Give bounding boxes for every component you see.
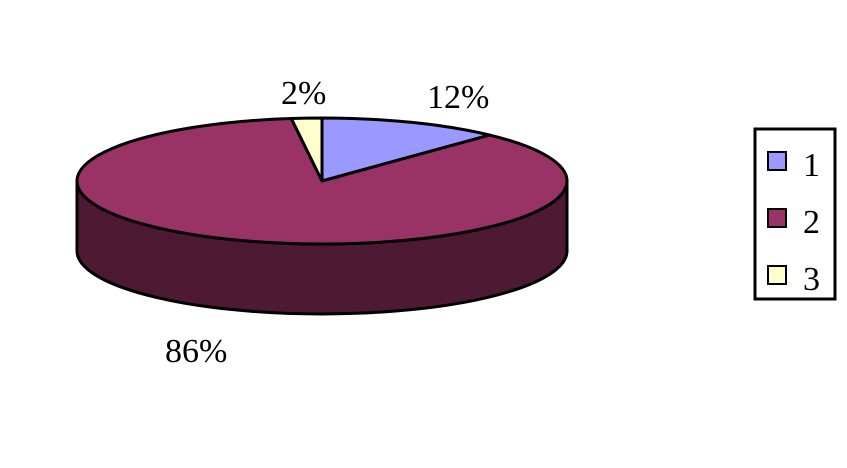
pie-slice-3 (289, 116, 324, 183)
legend: 1 2 3 (753, 127, 837, 301)
legend-label-1: 1 (803, 147, 820, 184)
legend-label-3: 3 (803, 261, 820, 298)
data-label-3: 2% (281, 75, 326, 112)
data-label-1: 12% (427, 79, 489, 116)
pie-top-slices (75, 116, 569, 246)
legend-label-2: 2 (803, 204, 820, 241)
legend-swatch-3 (767, 265, 787, 285)
legend-entry-1: 1 (767, 147, 820, 184)
legend-swatch-2 (767, 208, 787, 228)
pie-data-labels: 12% 86% 2% (165, 75, 489, 370)
legend-entry-2: 2 (767, 204, 820, 241)
legend-entry-3: 3 (767, 261, 820, 298)
pie-slice-1 (320, 116, 492, 183)
data-label-2: 86% (165, 333, 227, 370)
legend-swatch-1 (767, 151, 787, 171)
